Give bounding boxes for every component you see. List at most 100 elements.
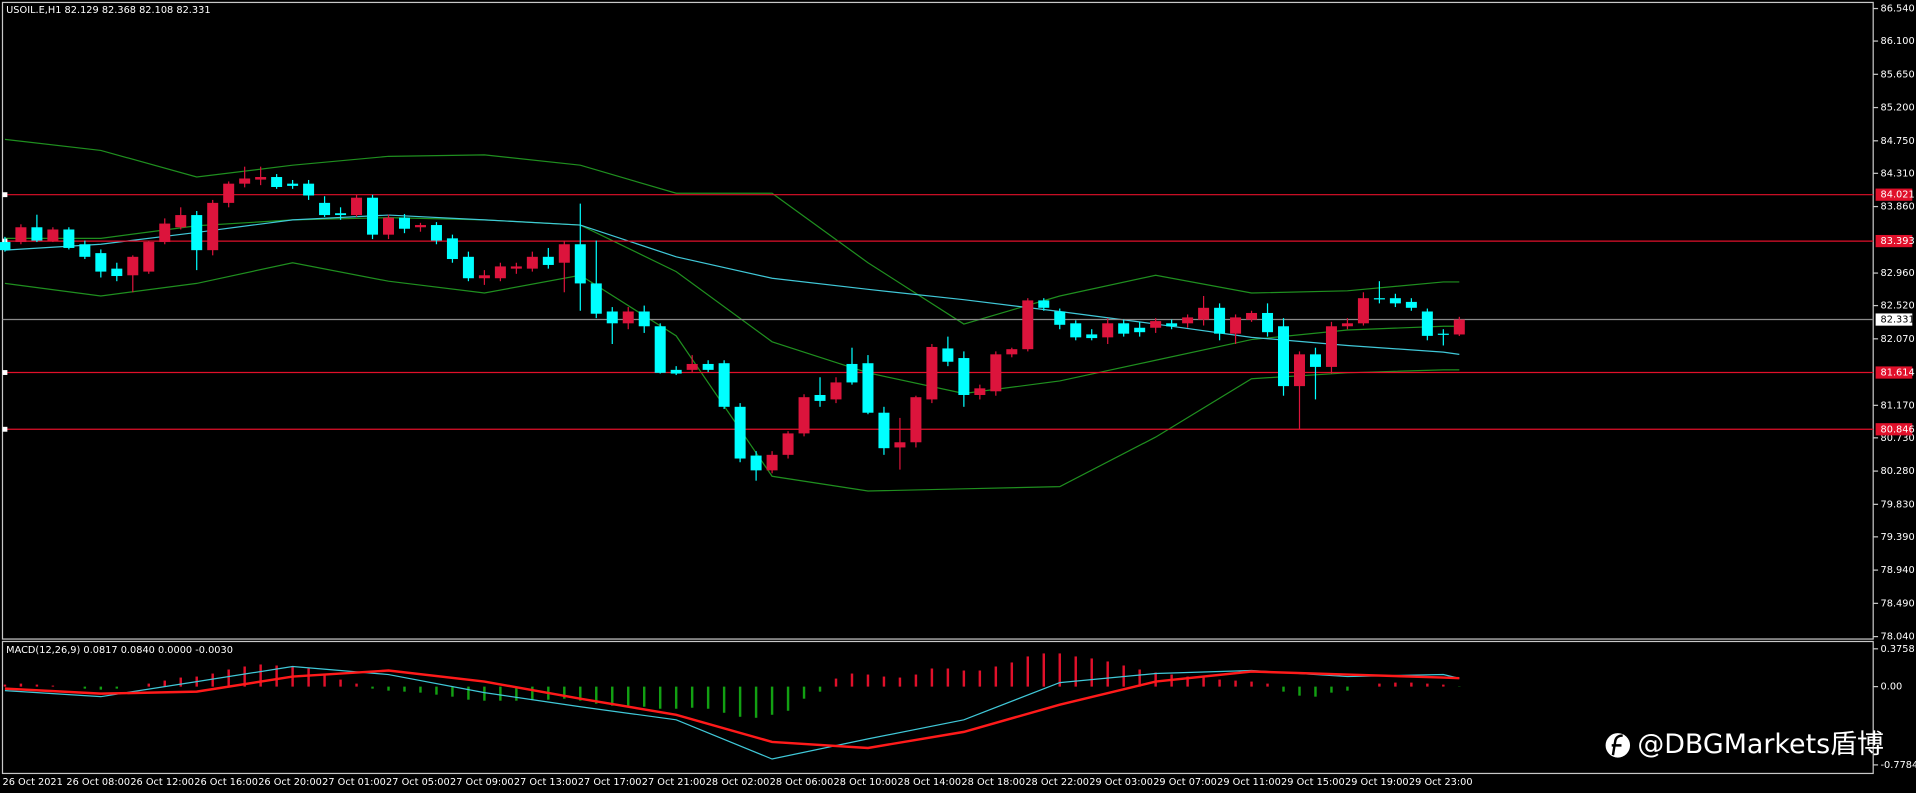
x-tick-label: 26 Oct 20:00: [258, 777, 322, 788]
candle-body: [750, 455, 762, 471]
candle-body: [510, 266, 522, 269]
y-tick-label: 78.940: [1881, 565, 1915, 576]
x-tick-label: 26 Oct 2021: [2, 777, 62, 788]
x-tick-label: 28 Oct 06:00: [770, 777, 834, 788]
x-tick-label: 27 Oct 09:00: [450, 777, 514, 788]
candle-body: [271, 177, 283, 187]
level-handle: [2, 426, 8, 432]
candle-body: [1325, 326, 1337, 367]
candle-body: [1293, 354, 1305, 387]
y-tick-label: 82.960: [1881, 268, 1915, 279]
level-label-box: [1875, 188, 1913, 201]
current-price-label: 82.331: [1881, 315, 1915, 326]
x-tick-label: 29 Oct 03:00: [1089, 777, 1153, 788]
x-tick-label: 27 Oct 05:00: [386, 777, 450, 788]
candle-body: [1054, 311, 1066, 325]
x-tick-label: 26 Oct 12:00: [130, 777, 194, 788]
level-label: 80.846: [1881, 424, 1915, 435]
candle-body: [670, 369, 682, 374]
candle-body: [239, 178, 251, 184]
level-handle: [2, 370, 8, 375]
y-tick-label: 0.3758: [1881, 644, 1915, 655]
candle-body: [830, 382, 842, 400]
candle-body: [31, 227, 43, 241]
x-tick-label: 27 Oct 13:00: [514, 777, 578, 788]
plot-layer: 86.540 86.100 85.650 85.200 84.750 84.310 83.8…: [0, 4, 1916, 788]
candle-body: [1038, 300, 1050, 308]
main-panel-frame: [1, 1, 1874, 640]
candle-body: [383, 217, 395, 235]
y-tick-label: 79.830: [1881, 499, 1915, 510]
x-tick-label: 26 Oct 08:00: [66, 777, 130, 788]
y-tick-label: 80.730: [1881, 433, 1915, 444]
candle-body: [255, 177, 267, 180]
candle-body: [462, 256, 474, 279]
candle-body: [351, 197, 363, 216]
candle-body: [1421, 311, 1433, 336]
candle-body: [398, 217, 410, 229]
candle-body: [1118, 323, 1130, 334]
candle-body: [654, 326, 666, 373]
candle-body: [111, 268, 123, 277]
candle-body: [1437, 333, 1449, 335]
candle-body: [958, 358, 970, 395]
candle-body: [175, 215, 187, 228]
y-tick-label: 0.00: [1881, 682, 1903, 693]
x-tick-label: 29 Oct 11:00: [1217, 777, 1281, 788]
level-label-box: [1875, 423, 1913, 436]
y-tick-label: 83.860: [1881, 202, 1915, 213]
candle-body: [990, 354, 1002, 392]
candle-body: [638, 311, 650, 327]
candle-body: [814, 394, 826, 401]
candle-body: [1373, 298, 1385, 300]
candle-body: [95, 253, 107, 272]
candle-body: [798, 397, 810, 434]
candle-body: [79, 244, 91, 257]
candle-body: [734, 406, 746, 459]
y-tick-label: 81.170: [1881, 400, 1915, 411]
y-tick-label: -0.7784: [1881, 760, 1916, 771]
level-label: 84.021: [1881, 190, 1915, 201]
candle-body: [782, 433, 794, 455]
level-label: 81.614: [1881, 368, 1915, 379]
x-tick-label: 29 Oct 19:00: [1345, 777, 1409, 788]
candle-body: [1150, 321, 1162, 328]
y-tick-label: 84.310: [1881, 168, 1915, 179]
candle-body: [1341, 323, 1353, 327]
candle-body: [526, 256, 538, 269]
candle-body: [574, 244, 586, 284]
x-tick-label: 27 Oct 01:00: [322, 777, 386, 788]
candle-body: [1389, 298, 1401, 304]
candle-body: [319, 202, 331, 216]
candle-body: [478, 275, 490, 279]
y-tick-label: 86.540: [1881, 4, 1915, 15]
x-tick-label: 29 Oct 23:00: [1409, 777, 1473, 788]
macd-panel-frame: [1, 640, 1874, 775]
candle-body: [430, 225, 442, 241]
candle-body: [143, 242, 155, 272]
candle-body: [1230, 317, 1242, 334]
y-tick-label: 82.070: [1881, 334, 1915, 345]
x-tick-label: 27 Oct 21:00: [642, 777, 706, 788]
candle-body: [1070, 323, 1082, 338]
candle-body: [63, 229, 75, 248]
candle-body: [542, 256, 554, 265]
candle-body: [1198, 307, 1210, 320]
candle-body: [159, 223, 171, 243]
candle-body: [878, 412, 890, 449]
candle-body: [1309, 354, 1321, 367]
candle-body: [414, 225, 426, 228]
level-label: 83.393: [1881, 236, 1915, 247]
candle-body: [1102, 323, 1114, 338]
candle-body: [702, 363, 714, 370]
candle-body: [1214, 307, 1226, 334]
x-tick-label: 28 Oct 22:00: [1025, 777, 1089, 788]
candle-body: [1278, 326, 1290, 387]
candle-body: [1453, 319, 1465, 335]
candle-body: [862, 363, 874, 413]
candle-body: [1166, 323, 1178, 327]
candle-body: [686, 363, 698, 370]
x-tick-label: 28 Oct 18:00: [961, 777, 1025, 788]
